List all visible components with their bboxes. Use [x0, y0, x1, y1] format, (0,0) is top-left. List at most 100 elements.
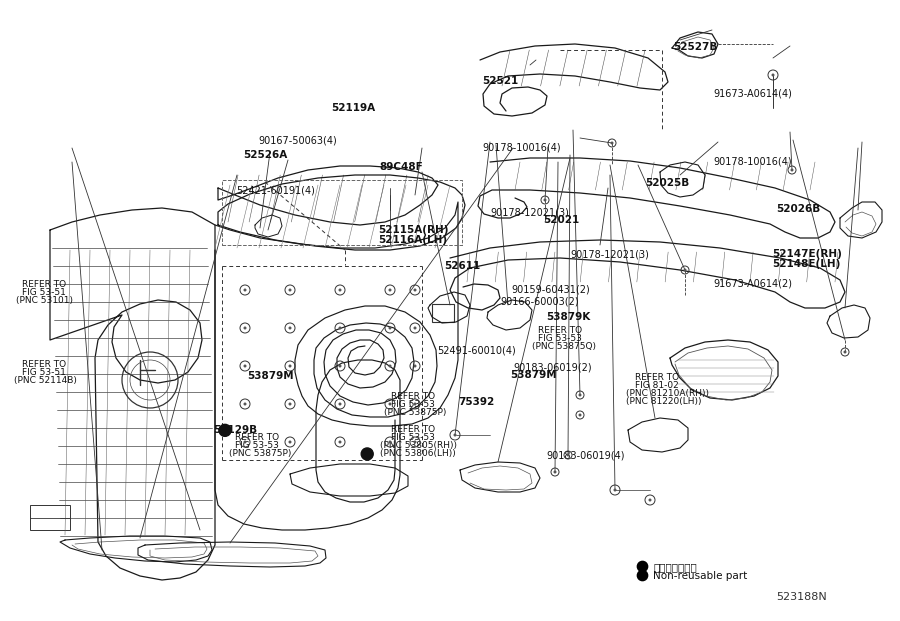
Text: (PNC 53101): (PNC 53101)	[16, 296, 73, 305]
Circle shape	[289, 402, 292, 406]
Text: 52611: 52611	[445, 261, 481, 271]
Text: FIG 53-51: FIG 53-51	[22, 368, 66, 377]
Text: 53879M: 53879M	[248, 371, 294, 381]
Text: REFER TO: REFER TO	[22, 360, 66, 369]
Circle shape	[413, 365, 417, 368]
Text: 52491-60010(4): 52491-60010(4)	[437, 345, 517, 355]
Circle shape	[771, 73, 775, 76]
Text: 53879M: 53879M	[510, 370, 557, 380]
Text: 52025B: 52025B	[645, 178, 689, 188]
Circle shape	[289, 289, 292, 291]
Text: 90159-60431(2): 90159-60431(2)	[511, 284, 590, 294]
Circle shape	[219, 424, 231, 437]
Text: FIG 53-53: FIG 53-53	[391, 400, 435, 409]
Text: 52147E(RH): 52147E(RH)	[772, 249, 842, 259]
Text: (PNC 81220(LH)): (PNC 81220(LH))	[626, 397, 701, 406]
Circle shape	[413, 402, 417, 406]
Circle shape	[566, 453, 570, 456]
Text: 53879K: 53879K	[546, 312, 590, 322]
Circle shape	[790, 168, 794, 171]
Text: (PNC 53875P): (PNC 53875P)	[384, 408, 446, 417]
Text: (PNC 52114B): (PNC 52114B)	[14, 376, 77, 385]
Text: FIG 53-53: FIG 53-53	[391, 433, 435, 442]
Circle shape	[338, 440, 341, 443]
Circle shape	[244, 327, 247, 330]
Text: 523188N: 523188N	[776, 592, 826, 602]
Circle shape	[338, 402, 341, 406]
Text: REFER TO: REFER TO	[391, 425, 435, 434]
Text: 90183-06019(4): 90183-06019(4)	[546, 450, 625, 460]
Text: (PNC 81210A(RH)): (PNC 81210A(RH))	[626, 389, 708, 398]
Text: 52521: 52521	[482, 76, 518, 86]
Circle shape	[389, 440, 392, 443]
Text: 52526A: 52526A	[243, 150, 287, 160]
Bar	[30, 505, 70, 530]
Circle shape	[389, 402, 392, 406]
Circle shape	[413, 440, 417, 443]
Circle shape	[289, 365, 292, 368]
Text: 90178-10016(4): 90178-10016(4)	[482, 143, 561, 153]
Circle shape	[544, 199, 546, 201]
Text: (PNC 53875P): (PNC 53875P)	[229, 450, 291, 458]
Circle shape	[413, 289, 417, 291]
Circle shape	[579, 414, 581, 417]
Text: REFER TO: REFER TO	[391, 392, 435, 401]
Circle shape	[614, 489, 617, 491]
Text: (PNC 53806(LH)): (PNC 53806(LH))	[380, 450, 455, 458]
Text: 52026B: 52026B	[776, 204, 820, 214]
Text: 52421-60191(4): 52421-60191(4)	[236, 186, 315, 196]
Bar	[432, 304, 454, 322]
Bar	[222, 180, 462, 245]
Circle shape	[554, 471, 556, 473]
Text: 52115A(RH): 52115A(RH)	[378, 225, 448, 235]
Text: FIG 53-53: FIG 53-53	[538, 334, 582, 343]
Text: 52119A: 52119A	[331, 103, 375, 113]
Text: 再使用不可部品: 再使用不可部品	[653, 562, 698, 572]
Circle shape	[454, 433, 456, 437]
Text: FIG 53-53: FIG 53-53	[235, 442, 279, 450]
Text: REFER TO: REFER TO	[538, 326, 582, 335]
Text: 90178-12021(3): 90178-12021(3)	[571, 250, 650, 260]
Circle shape	[361, 448, 374, 460]
Text: 90178-12021(3): 90178-12021(3)	[491, 207, 570, 217]
Text: FIG 81-02: FIG 81-02	[635, 381, 680, 390]
Text: 90178-10016(4): 90178-10016(4)	[714, 156, 792, 166]
Text: REFER TO: REFER TO	[635, 373, 680, 382]
Text: 52021: 52021	[544, 215, 580, 225]
Text: 75392: 75392	[458, 397, 494, 407]
Circle shape	[244, 289, 247, 291]
Text: Non-reusable part: Non-reusable part	[653, 571, 748, 581]
Point	[0, 616, 8, 621]
Text: REFER TO: REFER TO	[22, 280, 66, 289]
Text: 52148E(LH): 52148E(LH)	[772, 259, 841, 269]
Circle shape	[649, 499, 652, 502]
Text: 52129B: 52129B	[213, 425, 257, 435]
Text: (PNC 53805(RH)): (PNC 53805(RH))	[380, 442, 457, 450]
Circle shape	[244, 440, 247, 443]
Text: 90166-60003(2): 90166-60003(2)	[500, 297, 579, 307]
Circle shape	[413, 327, 417, 330]
Text: FIG 53-51: FIG 53-51	[22, 288, 66, 297]
Circle shape	[389, 365, 392, 368]
Circle shape	[338, 289, 341, 291]
Circle shape	[683, 268, 687, 271]
Circle shape	[244, 365, 247, 368]
Circle shape	[338, 365, 341, 368]
Circle shape	[610, 142, 614, 145]
Circle shape	[289, 440, 292, 443]
Text: 89C48F: 89C48F	[380, 162, 424, 172]
Text: 52116A(LH): 52116A(LH)	[378, 235, 447, 245]
Circle shape	[389, 327, 392, 330]
Text: 52527B: 52527B	[673, 42, 717, 52]
Text: 90167-50063(4): 90167-50063(4)	[258, 136, 337, 146]
Text: (PNC 53875Q): (PNC 53875Q)	[532, 342, 596, 351]
Text: 90183-06019(2): 90183-06019(2)	[513, 363, 591, 373]
Circle shape	[579, 394, 581, 396]
Circle shape	[843, 350, 847, 353]
Text: REFER TO: REFER TO	[235, 433, 279, 442]
Circle shape	[244, 402, 247, 406]
Circle shape	[338, 327, 341, 330]
Text: 91673-A0614(2): 91673-A0614(2)	[714, 279, 793, 289]
Point	[0, 616, 8, 621]
Circle shape	[389, 289, 392, 291]
